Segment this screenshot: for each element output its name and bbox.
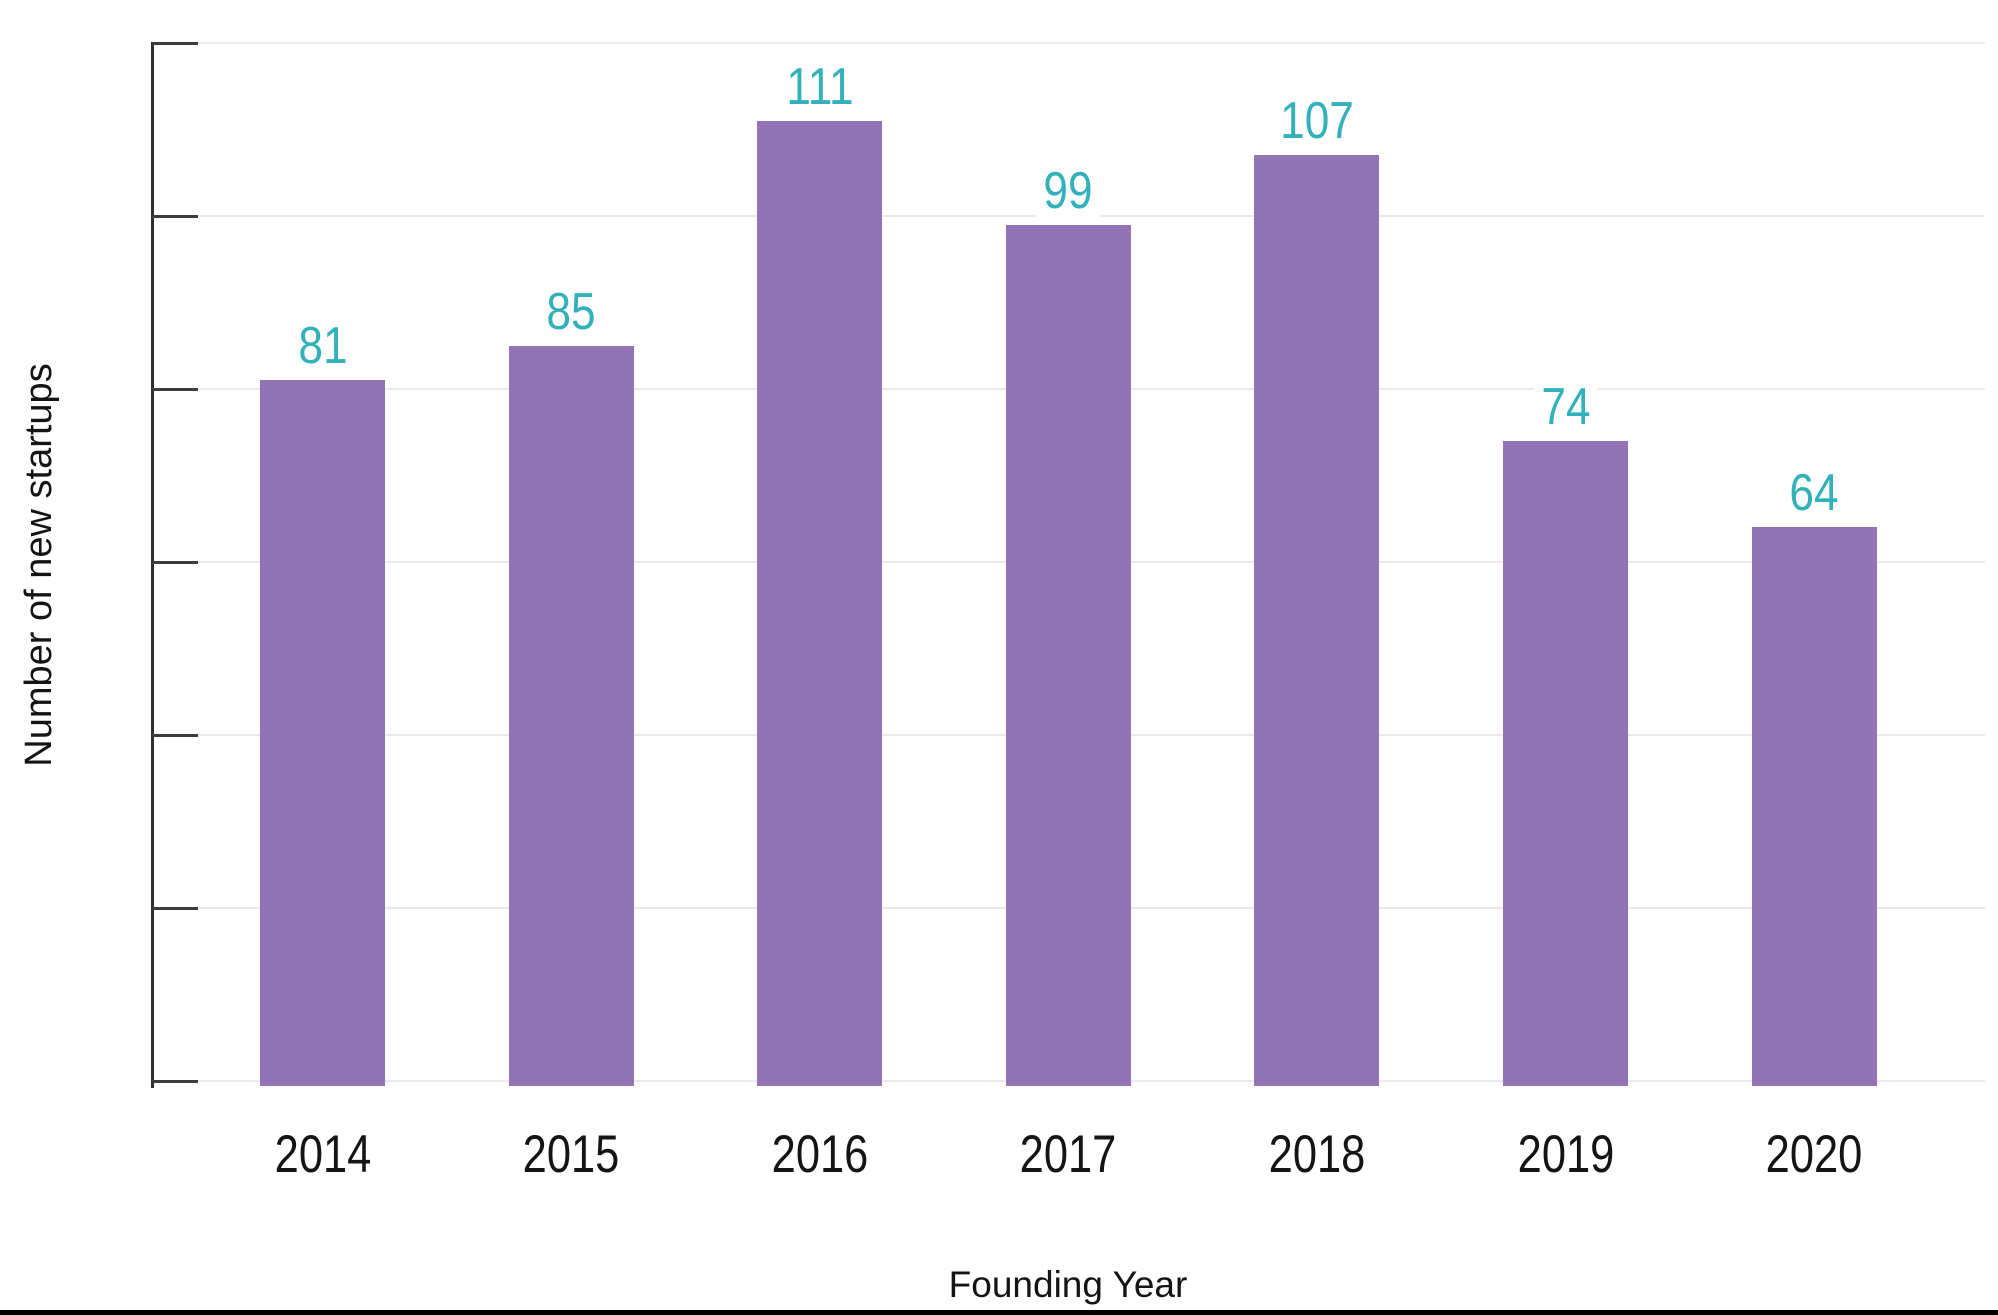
page-bottom-rule — [0, 1310, 1998, 1315]
gridline-120 — [152, 42, 1985, 44]
value-label-2020: 64 — [1782, 467, 1846, 520]
value-label-2014: 81 — [291, 320, 354, 373]
y-tick-40 — [152, 734, 198, 737]
x-tick-label-2014: 2014 — [274, 1125, 371, 1184]
x-tick-label-2018: 2018 — [1268, 1125, 1366, 1184]
y-axis-line — [151, 42, 154, 1088]
x-axis-title: Founding Year — [948, 1264, 1188, 1305]
value-label-2016: 111 — [779, 60, 861, 113]
y-tick-0 — [152, 1080, 198, 1083]
y-axis-title: Number of new startups — [18, 363, 60, 767]
y-tick-80 — [152, 388, 198, 391]
x-tick-label-2017: 2017 — [1019, 1125, 1117, 1184]
bar-2018 — [1254, 155, 1380, 1086]
bar-2016 — [757, 120, 883, 1086]
x-tick-label-2016: 2016 — [771, 1125, 869, 1184]
bar-2019 — [1503, 440, 1628, 1086]
x-tick-label-2015: 2015 — [522, 1125, 620, 1184]
y-tick-20 — [152, 907, 198, 910]
x-tick-label-2019: 2019 — [1517, 1125, 1614, 1184]
value-label-2018: 107 — [1273, 95, 1361, 148]
bar-2017 — [1005, 224, 1131, 1086]
y-tick-120 — [152, 42, 198, 45]
value-label-2017: 99 — [1036, 164, 1100, 217]
bar-2014 — [260, 380, 385, 1086]
bar-2020 — [1751, 527, 1877, 1086]
value-label-2015: 85 — [539, 285, 603, 338]
bar-2015 — [508, 345, 634, 1086]
x-tick-label-2020: 2020 — [1765, 1125, 1863, 1184]
value-label-2019: 74 — [1534, 380, 1597, 433]
y-tick-100 — [152, 215, 198, 218]
y-tick-60 — [152, 561, 198, 564]
